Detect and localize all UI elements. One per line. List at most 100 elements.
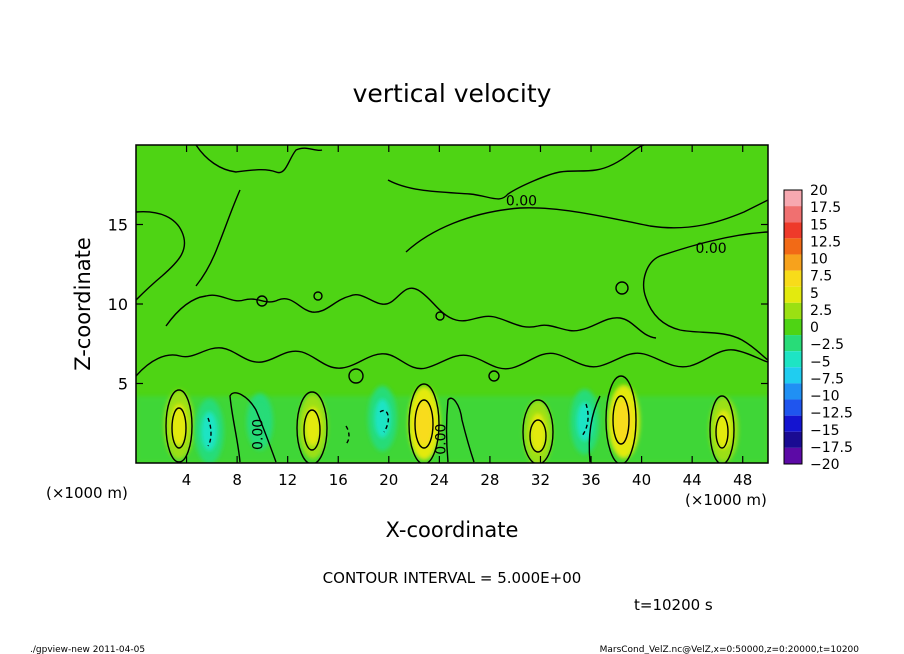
x-unit-label-left: (×1000 m) — [46, 484, 128, 502]
x-axis-label: X-coordinate — [386, 518, 519, 542]
colorbar-swatch — [784, 302, 802, 319]
contour-line — [715, 415, 729, 449]
colorbar-swatch — [784, 286, 802, 303]
colorbar-label: 5 — [810, 286, 819, 302]
contour-line — [313, 291, 323, 301]
colorbar-swatch — [784, 238, 802, 255]
contour-label: 0.00 — [434, 424, 450, 455]
updraft-core — [615, 399, 633, 444]
colorbar-frame — [783, 189, 803, 465]
colorbar-swatch — [784, 254, 802, 271]
contour-line — [195, 189, 241, 287]
time-text: t=10200 s — [634, 596, 713, 614]
colorbar-swatch — [784, 415, 802, 432]
y-tick-label: 15 — [108, 216, 128, 235]
contour-line — [588, 395, 601, 463]
x-tick-label: 16 — [329, 471, 348, 489]
x-tick-label: 8 — [232, 471, 242, 489]
contour-labels: 0.00 0.00 0.00 0.00 — [250, 193, 726, 454]
contour-line — [414, 399, 434, 449]
colorbar-label: −15 — [810, 423, 840, 439]
y-tick-label: 10 — [108, 295, 128, 314]
colorbar-swatch — [784, 431, 802, 448]
downdraft-core — [201, 411, 218, 451]
contour-line — [256, 295, 268, 307]
contour-line — [165, 389, 193, 463]
contour-line — [605, 375, 637, 463]
y-axis-label: Z-coordinate — [71, 237, 95, 371]
colorbar-swatch — [784, 318, 802, 336]
contour-line — [435, 311, 445, 321]
contour-label: 0.00 — [250, 419, 266, 450]
downdraft-core — [576, 402, 593, 442]
colorbar-swatch — [784, 335, 802, 352]
contour-line — [709, 395, 735, 463]
contour-line — [207, 417, 212, 447]
colorbar-swatch — [784, 367, 802, 384]
colorbar-label: 0 — [810, 320, 819, 336]
contour-line — [405, 199, 768, 253]
contour-line — [345, 425, 350, 445]
x-unit-label-right: (×1000 m) — [685, 491, 767, 509]
colorbar-label: −12.5 — [810, 406, 853, 422]
colorbar-label: 7.5 — [810, 269, 832, 285]
colorbar-label: −10 — [810, 389, 840, 405]
colorbar-label: 12.5 — [810, 234, 841, 250]
colorbar-swatch — [784, 399, 802, 416]
x-tick-label: 32 — [531, 471, 550, 489]
contour-line — [642, 231, 768, 361]
contour-line — [379, 409, 390, 433]
colorbar-label: −5 — [810, 354, 831, 370]
contour-line — [136, 347, 768, 377]
x-tick-label: 28 — [480, 471, 499, 489]
colorbar-swatch — [784, 447, 802, 464]
colorbar-swatch — [784, 206, 802, 223]
contour-line — [229, 392, 277, 463]
contour-label: 0.00 — [696, 241, 727, 257]
x-tick-label: 24 — [430, 471, 449, 489]
colorbar-label: 20 — [810, 183, 828, 199]
contour-line — [296, 391, 328, 463]
x-axis: 4 8 12 16 20 24 28 32 36 40 44 48 — [182, 145, 752, 489]
lowlevel-band — [136, 396, 768, 463]
contour-line — [171, 407, 187, 449]
colorbar-swatch — [784, 190, 802, 207]
contour-line — [387, 145, 645, 200]
colorbar-label: 10 — [810, 252, 828, 268]
y-tick-label: 5 — [118, 375, 128, 394]
x-tick-label: 44 — [683, 471, 702, 489]
contour-line — [529, 419, 547, 453]
contour-lines — [136, 145, 768, 463]
colorbar-swatch — [784, 383, 802, 400]
contour-line — [303, 409, 321, 451]
colorbar-label: −2.5 — [810, 337, 844, 353]
colorbar-label: 17.5 — [810, 200, 841, 216]
contour-line — [615, 281, 629, 295]
x-tick-label: 40 — [632, 471, 651, 489]
contour-line — [408, 383, 440, 463]
footer-right: MarsCond_VelZ.nc@VelZ,x=0:50000,z=0:2000… — [600, 645, 860, 654]
x-tick-label: 4 — [182, 471, 192, 489]
colorbar-swatch — [784, 351, 802, 368]
x-tick-label: 36 — [581, 471, 600, 489]
y-axis: 5 10 15 — [108, 216, 768, 394]
colorbar-swatch — [784, 222, 802, 239]
contour-line — [445, 397, 475, 463]
colorbar-label: −7.5 — [810, 371, 844, 387]
contour-line — [581, 403, 589, 437]
colorbar-label: −17.5 — [810, 440, 853, 456]
footer-left: ./gpview-new 2011-04-05 — [30, 645, 145, 654]
colorbar-label: 2.5 — [810, 303, 832, 319]
plot-area: 0.00 0.00 0.00 0.00 — [135, 144, 769, 464]
updraft-core — [415, 401, 433, 446]
contour-line — [165, 287, 657, 339]
contour-line — [195, 145, 323, 174]
chart-title: vertical velocity — [353, 79, 552, 108]
x-tick-label: 20 — [379, 471, 398, 489]
colorbar-swatch — [784, 270, 802, 287]
contour-line — [488, 370, 500, 382]
contour-line — [522, 399, 554, 463]
contour-line — [136, 211, 186, 301]
